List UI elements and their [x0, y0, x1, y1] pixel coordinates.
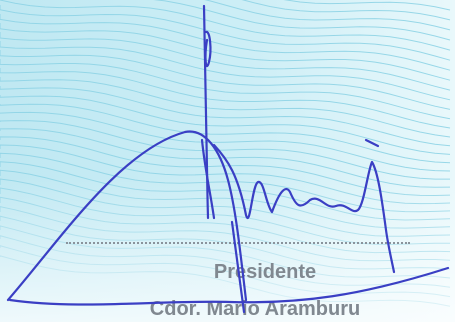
signature-line: [66, 242, 410, 244]
signatory-name: Cdor. Mario Aramburu: [149, 298, 361, 320]
